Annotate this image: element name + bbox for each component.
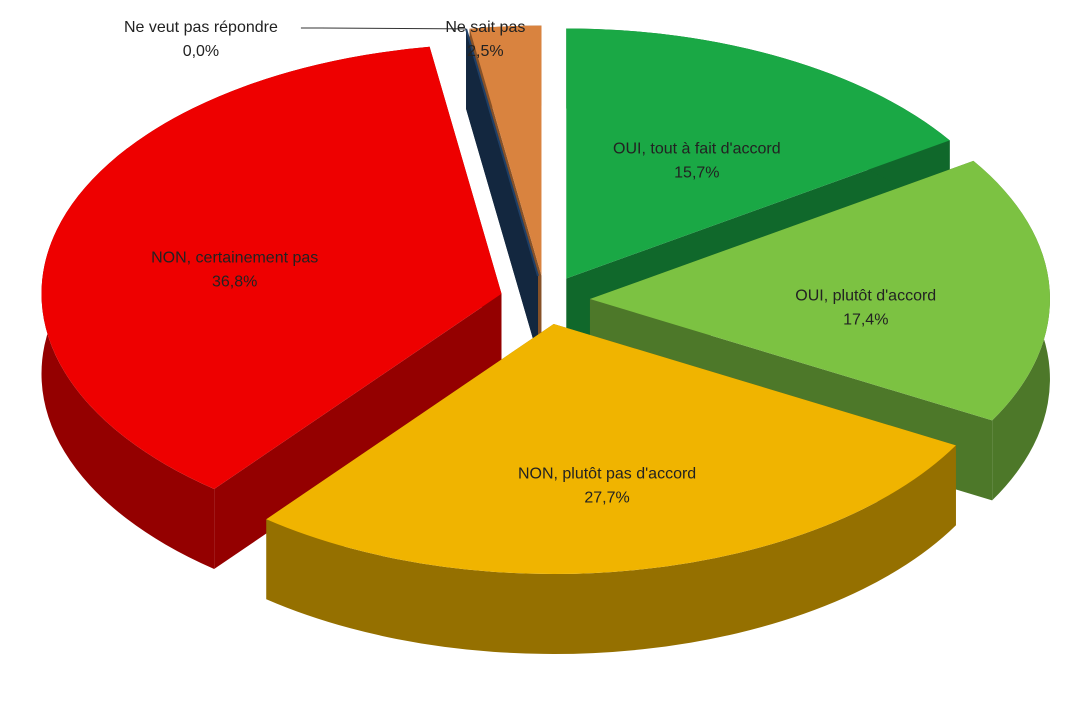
slice-wall <box>466 28 538 356</box>
slice-top <box>469 25 542 276</box>
slice <box>266 323 956 654</box>
slice-label: NON, plutôt pas d'accord <box>518 465 696 482</box>
slice-top <box>465 28 539 277</box>
slice-label: NON, certainement pas <box>151 250 318 267</box>
value-label: 17,4% <box>843 311 888 328</box>
leader-line <box>300 27 467 30</box>
value-label: 27,7% <box>584 489 629 506</box>
slice-top <box>566 28 950 279</box>
slice-top <box>589 160 1050 421</box>
slice-wall <box>214 293 502 569</box>
value-label: 2,5% <box>467 43 503 60</box>
slice <box>41 46 502 569</box>
slice-label: Ne veut pas répondre <box>124 19 278 36</box>
value-label: 36,8% <box>212 274 257 291</box>
slice-side <box>266 445 956 654</box>
slice-label: OUI, tout à fait d'accord <box>613 141 781 158</box>
value-label: 15,7% <box>674 165 719 182</box>
value-label: 0,0% <box>183 43 219 60</box>
slice <box>465 28 539 356</box>
slice-label: OUI, plutôt d'accord <box>795 287 936 304</box>
slice-top <box>266 323 956 574</box>
slice-label: Ne sait pas <box>445 19 525 36</box>
slice-top <box>41 46 502 489</box>
